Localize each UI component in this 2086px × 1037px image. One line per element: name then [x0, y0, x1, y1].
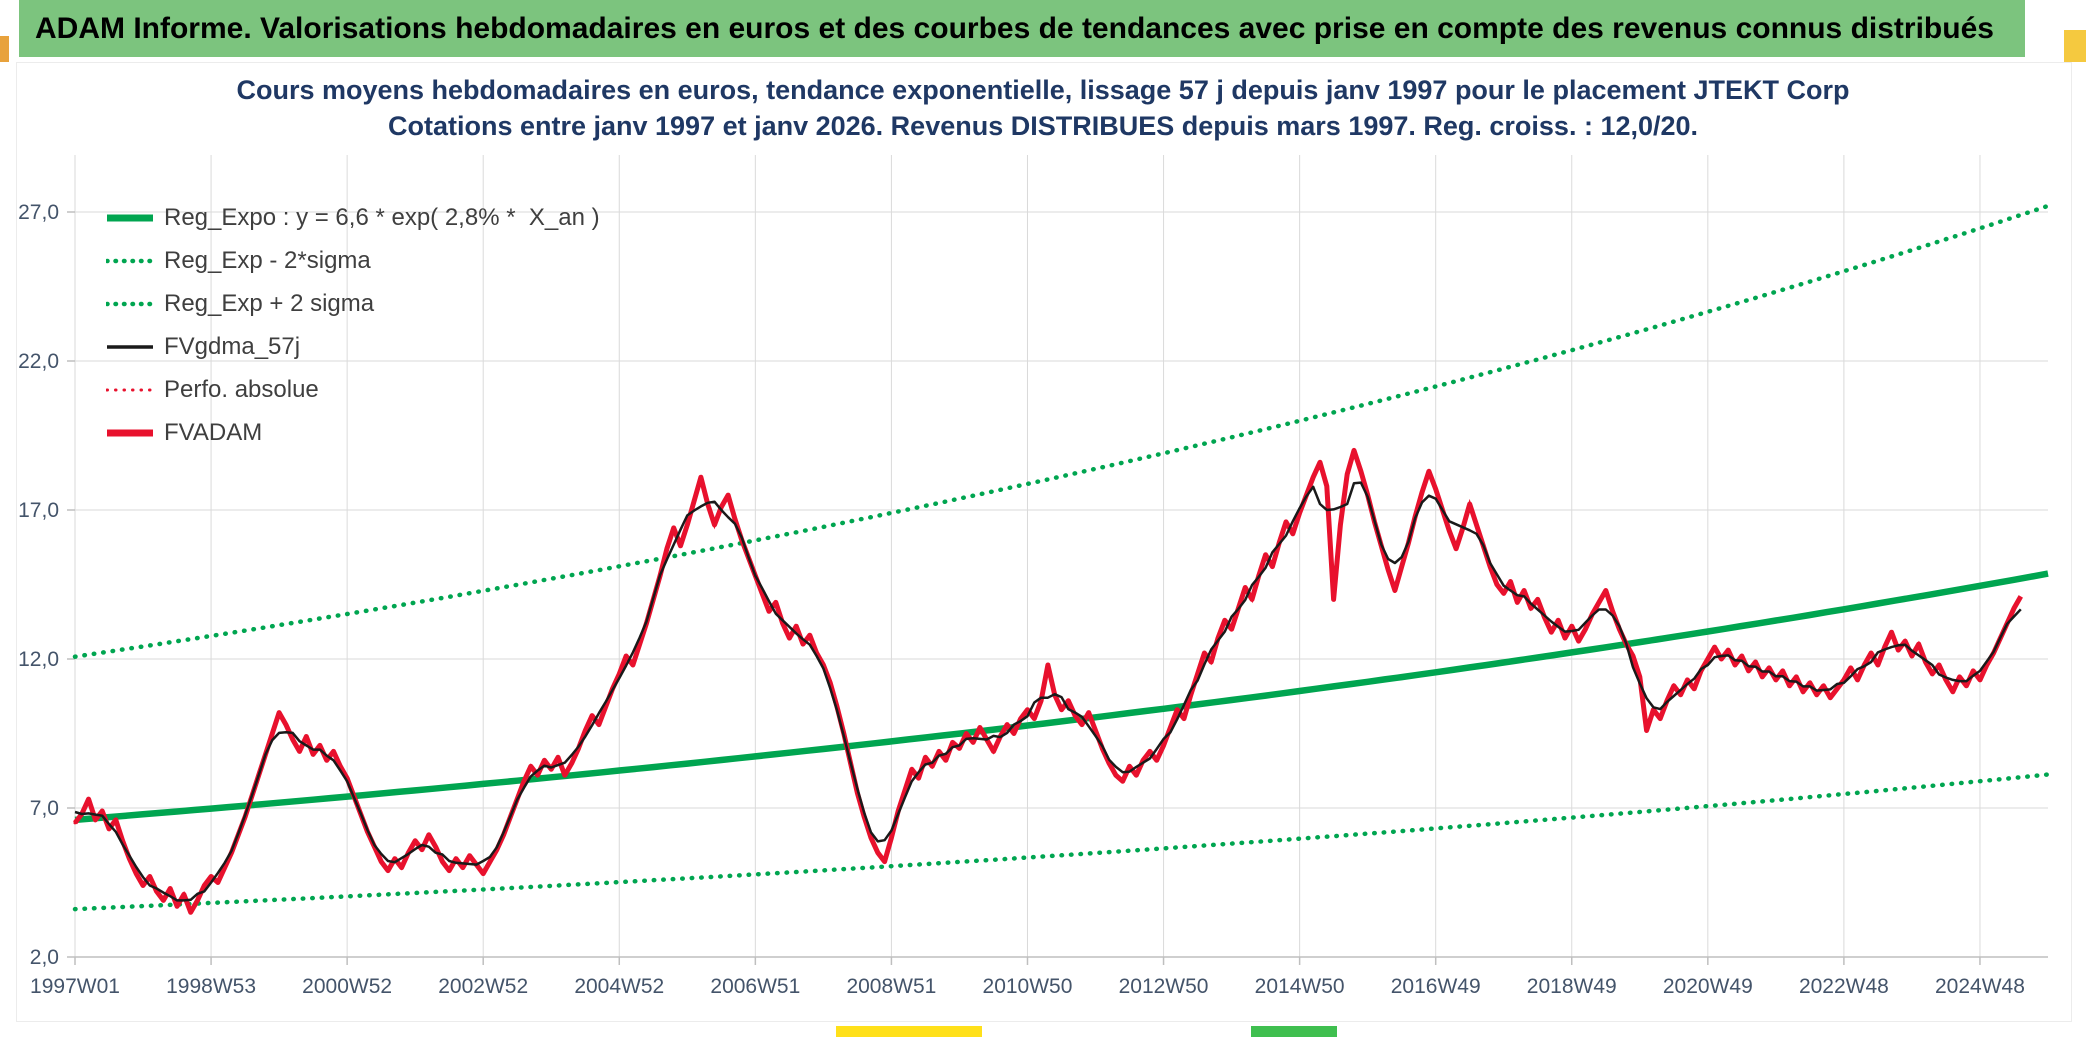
legend-label: Perfo. absolue [164, 375, 319, 403]
x-tick-label: 2012W50 [1119, 975, 1209, 998]
legend-line-sample-icon [107, 429, 153, 436]
legend-item: Reg_Exp - 2*sigma [106, 239, 600, 282]
bottom-yellow-accent [836, 1026, 982, 1037]
x-tick-label: 1998W53 [166, 975, 256, 998]
series-reg-minus-2sigma [72, 772, 2051, 912]
legend-label: Reg_Exp + 2 sigma [164, 289, 375, 317]
legend-item: Perfo. absolue [106, 368, 600, 411]
series-reg-plus-2sigma [72, 203, 2051, 659]
legend: Reg_Expo : y = 6,6 * exp( 2,8% * X_an ) R… [106, 196, 600, 454]
legend-label: Reg_Exp - 2*sigma [164, 246, 371, 274]
legend-line-sample-icon [106, 388, 154, 391]
left-edge-accent [0, 36, 9, 62]
legend-item: Reg_Expo : y = 6,6 * exp( 2,8% * X_an ) [106, 196, 600, 239]
x-tick-label: 2022W48 [1799, 975, 1889, 998]
x-tick-label: 2010W50 [983, 975, 1073, 998]
x-tick-label: 1997W01 [30, 975, 120, 998]
y-tick-label: 12,0 [18, 648, 59, 671]
x-tick-label: 2014W50 [1255, 975, 1345, 998]
chart-title-line2: Cotations entre janv 1997 et janv 2026. … [387, 111, 1699, 141]
legend-item: FVADAM [106, 411, 600, 454]
x-tick-label: 2006W51 [710, 975, 800, 998]
y-tick-label: 22,0 [18, 350, 59, 373]
x-tick-label: 2008W51 [846, 975, 936, 998]
legend-label: Reg_Expo : y = 6,6 * exp( 2,8% * X_an ) [164, 203, 600, 231]
x-tick-label: 2000W52 [302, 975, 392, 998]
legend-item: Reg_Exp + 2 sigma [106, 282, 600, 325]
legend-label: FVADAM [164, 418, 263, 446]
legend-line-sample-icon [106, 301, 154, 306]
legend-item: FVgdma_57j [106, 325, 600, 368]
header-bar: ADAM Informe. Valorisations hebdomadaire… [19, 0, 2025, 57]
chart-title-line1: Cours moyens hebdomadaires en euros, ten… [236, 75, 1850, 105]
right-edge-accent [2064, 30, 2086, 62]
series-fvgdma-57j [74, 481, 2022, 902]
legend-label: FVgdma_57j [164, 332, 301, 360]
y-tick-label: 17,0 [18, 499, 59, 522]
x-tick-label: 2018W49 [1527, 975, 1617, 998]
x-tick-label: 2002W52 [438, 975, 528, 998]
series-perfo-absolue [73, 445, 2023, 916]
x-tick-label: 2016W49 [1391, 975, 1481, 998]
series-reg-expo [74, 570, 2049, 824]
chart-title: Cours moyens hebdomadaires en euros, ten… [0, 72, 2086, 144]
y-tick-label: 7,0 [30, 797, 59, 820]
series-fvadam [73, 447, 2023, 915]
y-tick-label: 2,0 [30, 946, 59, 969]
x-tick-label: 2020W49 [1663, 975, 1753, 998]
legend-line-sample-icon [106, 258, 154, 263]
chart-frame [16, 62, 2072, 1022]
y-tick-label: 27,0 [18, 201, 59, 224]
x-tick-label: 2004W52 [574, 975, 664, 998]
header-title: ADAM Informe. Valorisations hebdomadaire… [35, 11, 1994, 45]
x-tick-label: 2024W48 [1935, 975, 2025, 998]
bottom-green-accent [1251, 1026, 1337, 1037]
legend-line-sample-icon [107, 344, 153, 349]
legend-line-sample-icon [107, 214, 153, 221]
